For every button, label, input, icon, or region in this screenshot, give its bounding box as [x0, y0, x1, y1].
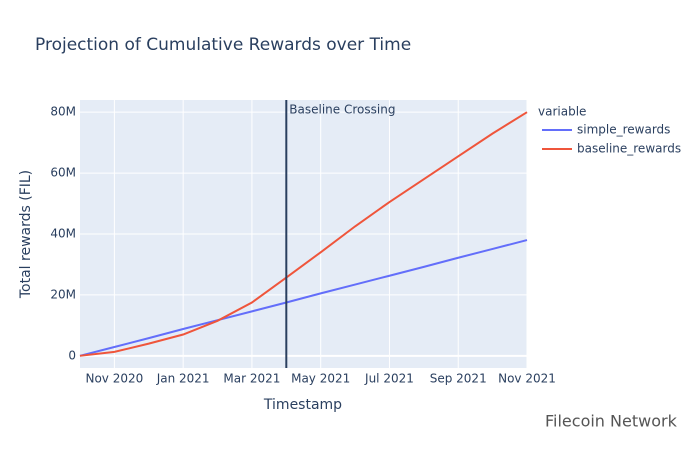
reference-label: Baseline Crossing [289, 103, 395, 117]
line [79, 111, 528, 357]
y-axis-title: Total rewards (FIL) [18, 170, 34, 299]
legend-label: baseline_rewards [577, 142, 681, 156]
watermark: Filecoin Network [545, 412, 678, 431]
y-tick-label: 80M [50, 105, 76, 119]
x-tick-label: Nov 2020 [85, 372, 143, 386]
chart-title: Projection of Cumulative Rewards over Ti… [35, 35, 411, 55]
y-tick-label: 20M [50, 287, 76, 301]
y-tick-label: 40M [50, 227, 76, 241]
x-tick-label: Jul 2021 [364, 372, 414, 386]
x-tick-label: Nov 2021 [498, 372, 556, 386]
legend-label: simple_rewards [577, 123, 670, 137]
x-tick-label: May 2021 [291, 372, 350, 386]
x-tick-label: Jan 2021 [156, 372, 210, 386]
x-tick-label: Mar 2021 [223, 372, 280, 386]
line [79, 239, 528, 357]
x-axis-title: Timestamp [263, 397, 342, 413]
x-tick-label: Sep 2021 [430, 372, 487, 386]
y-tick-label: 0 [68, 348, 76, 362]
y-tick-label: 60M [50, 166, 76, 180]
legend-title: variable [538, 105, 586, 119]
